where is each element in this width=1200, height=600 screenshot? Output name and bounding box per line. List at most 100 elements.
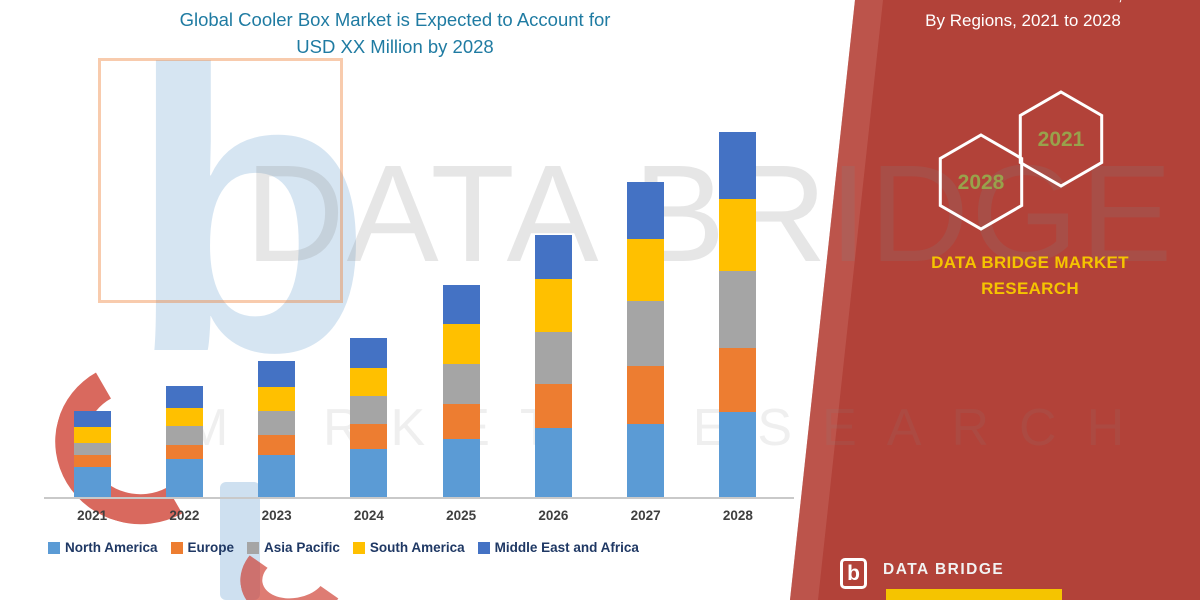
segment-north-america-2026 <box>534 428 572 497</box>
legend-item-asia-pacific: Asia Pacific <box>247 540 340 555</box>
bar-slots: 2021 2022 2023 2024 2025 2026 2027 2028 <box>46 130 784 523</box>
legend-swatch-europe <box>170 541 183 554</box>
segment-asia-pacific-2021 <box>73 442 111 455</box>
panel-heading-clipped: Global Cooler Box Market, <box>868 0 1178 5</box>
stacked-bar-2024 <box>350 337 388 497</box>
segment-europe-2025 <box>442 404 480 439</box>
segment-europe-2022 <box>165 444 203 459</box>
segment-south-america-2027 <box>627 238 665 302</box>
legend-swatch-asia-pacific <box>247 541 260 554</box>
stacked-bar-2022 <box>165 386 203 497</box>
stacked-bar-2028 <box>719 132 757 497</box>
brand-text-line1: DATA BRIDGE MARKET <box>931 253 1129 272</box>
segment-north-america-2024 <box>350 448 388 497</box>
legend-label-asia-pacific: Asia Pacific <box>264 540 340 555</box>
footer-yellow-strip <box>886 589 1062 600</box>
segment-middle-east-and-africa-2022 <box>165 386 203 409</box>
segment-middle-east-and-africa-2021 <box>73 411 111 428</box>
segment-europe-2026 <box>534 384 572 429</box>
footer-logo: b DATA BRIDGE <box>840 558 1004 589</box>
footer-logo-icon: b <box>840 558 867 589</box>
segment-south-america-2026 <box>534 279 572 332</box>
panel-heading: By Regions, 2021 to 2028 <box>925 11 1121 30</box>
stacked-bar-2026 <box>534 234 572 497</box>
x-axis-line <box>44 497 794 499</box>
segment-south-america-2023 <box>258 387 296 412</box>
stacked-bar-2027 <box>627 182 665 497</box>
segment-south-america-2021 <box>73 427 111 443</box>
segment-south-america-2024 <box>350 367 388 397</box>
logo-square-watermark <box>98 58 343 303</box>
legend-label-south-america: South America <box>369 540 465 555</box>
bar-slot-2022: 2022 <box>138 130 230 523</box>
x-axis-label-2026: 2026 <box>538 508 569 523</box>
segment-asia-pacific-2025 <box>442 363 480 405</box>
segment-europe-2027 <box>627 365 665 425</box>
segment-asia-pacific-2027 <box>627 301 665 366</box>
segment-north-america-2028 <box>719 412 757 497</box>
segment-europe-2021 <box>73 454 111 467</box>
legend-item-south-america: South America <box>352 540 465 555</box>
hexagon-year-2028: 2028 <box>958 171 1005 194</box>
segment-europe-2028 <box>719 347 757 413</box>
segment-asia-pacific-2023 <box>258 411 296 435</box>
bar-slot-2027: 2027 <box>600 130 692 523</box>
segment-asia-pacific-2024 <box>350 396 388 425</box>
x-axis-label-2024: 2024 <box>353 508 384 523</box>
year-hexagons: 2021 2028 <box>938 90 1104 231</box>
stacked-bar-2021 <box>73 411 111 497</box>
x-axis-label-2022: 2022 <box>169 508 200 523</box>
x-axis-label-2023: 2023 <box>261 508 292 523</box>
logo-stem-watermark-small <box>220 482 260 600</box>
x-axis-label-2021: 2021 <box>77 508 108 523</box>
legend-label-europe: Europe <box>187 540 235 555</box>
stacked-bar-chart: 2021 2022 2023 2024 2025 2026 2027 2028 <box>44 130 794 523</box>
segment-south-america-2022 <box>165 408 203 427</box>
legend-label-north-america: North America <box>65 540 158 555</box>
bar-slot-2023: 2023 <box>231 130 323 523</box>
footer-logo-text: DATA BRIDGE <box>883 561 1005 578</box>
segment-south-america-2028 <box>719 198 757 272</box>
bar-slot-2021: 2021 <box>46 130 138 523</box>
bar-slot-2025: 2025 <box>415 130 507 523</box>
segment-north-america-2023 <box>258 454 296 497</box>
legend-swatch-north-america <box>48 541 60 554</box>
legend: North America Europe Asia Pacific South Ame… <box>48 540 639 555</box>
segment-middle-east-and-africa-2027 <box>627 182 665 239</box>
bar-slot-2024: 2024 <box>323 130 415 523</box>
legend-label-middle-east-and-africa: Middle East and Africa <box>494 540 639 555</box>
segment-middle-east-and-africa-2024 <box>350 337 388 368</box>
chart-title-line2: USD XX Million by 2028 <box>296 36 494 57</box>
segment-north-america-2022 <box>165 458 203 497</box>
x-axis-label-2027: 2027 <box>630 508 661 523</box>
segment-north-america-2025 <box>442 438 480 497</box>
legend-item-middle-east-and-africa: Middle East and Africa <box>477 540 639 555</box>
segment-asia-pacific-2026 <box>534 331 572 385</box>
bar-slot-2028: 2028 <box>692 130 784 523</box>
segment-middle-east-and-africa-2028 <box>719 132 757 199</box>
legend-item-europe: Europe <box>170 540 235 555</box>
legend-item-north-america: North America <box>48 540 158 555</box>
segment-asia-pacific-2022 <box>165 426 203 445</box>
segment-north-america-2021 <box>73 466 111 497</box>
hexagon-2021 <box>1018 90 1104 188</box>
chart-title-line1: Global Cooler Box Market is Expected to … <box>179 9 611 30</box>
segment-europe-2024 <box>350 424 388 449</box>
stacked-bar-2025 <box>442 285 480 497</box>
segment-asia-pacific-2028 <box>719 271 757 348</box>
brand-text-line2: RESEARCH <box>981 279 1079 298</box>
segment-middle-east-and-africa-2023 <box>258 360 296 388</box>
hexagon-year-2021: 2021 <box>1038 128 1085 151</box>
x-axis-label-2025: 2025 <box>446 508 477 523</box>
x-axis-label-2028: 2028 <box>722 508 753 523</box>
segment-middle-east-and-africa-2025 <box>442 285 480 324</box>
segment-north-america-2027 <box>627 424 665 497</box>
stacked-bar-2023 <box>258 360 296 497</box>
chart-title: Global Cooler Box Market is Expected to … <box>105 6 685 60</box>
bar-slot-2026: 2026 <box>507 130 599 523</box>
segment-europe-2023 <box>258 434 296 455</box>
brand-text: DATA BRIDGE MARKET RESEARCH <box>905 250 1155 302</box>
legend-swatch-south-america <box>352 541 365 554</box>
hexagon-2028 <box>938 133 1024 231</box>
